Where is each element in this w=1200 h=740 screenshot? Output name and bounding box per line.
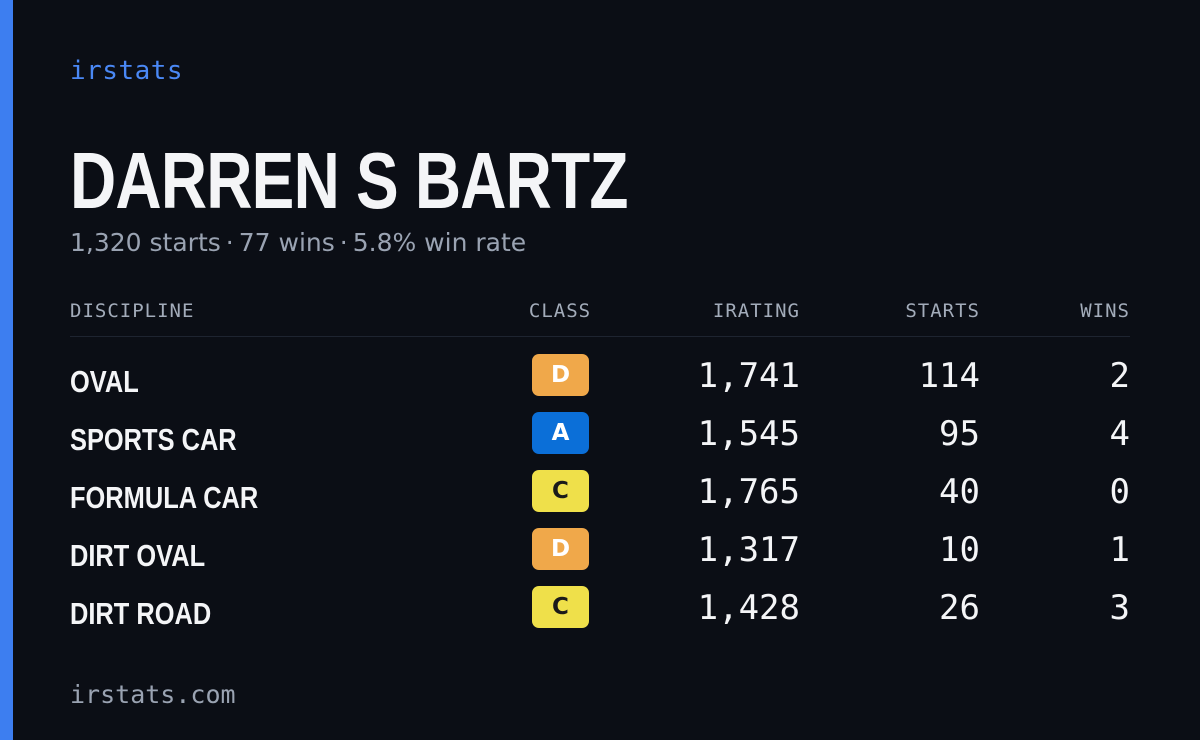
row-wins: 4	[1109, 414, 1130, 454]
class-badge: C	[532, 586, 589, 628]
table-header: DISCIPLINE CLASS IRATING STARTS WINS	[70, 300, 1130, 337]
accent-bar	[0, 0, 13, 740]
separator: ·	[339, 228, 348, 257]
row-irating: 1,428	[697, 588, 800, 628]
header-discipline: DISCIPLINE	[70, 300, 195, 322]
row-wins: 1	[1109, 530, 1130, 570]
row-starts: 95	[939, 414, 980, 454]
win-rate: 5.8% win rate	[352, 228, 527, 257]
row-starts: 26	[939, 588, 980, 628]
row-irating: 1,765	[697, 472, 800, 512]
row-irating: 1,741	[697, 356, 800, 396]
row-wins: 0	[1109, 472, 1130, 512]
row-discipline: OVAL	[70, 364, 139, 399]
row-discipline: DIRT OVAL	[70, 538, 206, 573]
table-row: DIRT ROAD C 1,428 26 3	[70, 586, 1130, 644]
total-starts: 1,320 starts	[70, 228, 221, 257]
table-row: OVAL D 1,741 114 2	[70, 354, 1130, 412]
row-starts: 40	[939, 472, 980, 512]
row-irating: 1,317	[697, 530, 800, 570]
class-badge: A	[532, 412, 589, 454]
total-wins: 77 wins	[238, 228, 335, 257]
header-class: CLASS	[528, 300, 592, 322]
driver-name: DARREN S BARTZ	[70, 136, 628, 225]
header-wins: WINS	[1080, 300, 1130, 322]
row-irating: 1,545	[697, 414, 800, 454]
separator: ·	[225, 228, 234, 257]
table-row: SPORTS CAR A 1,545 95 4	[70, 412, 1130, 470]
footer-url[interactable]: irstats.com	[70, 680, 236, 709]
table-row: FORMULA CAR C 1,765 40 0	[70, 470, 1130, 528]
class-badge: C	[532, 470, 589, 512]
class-badge: D	[532, 354, 589, 396]
row-wins: 2	[1109, 356, 1130, 396]
table-body: OVAL D 1,741 114 2 SPORTS CAR A 1,545 95…	[70, 354, 1130, 644]
header-irating: IRATING	[712, 300, 800, 322]
row-discipline: FORMULA CAR	[70, 480, 259, 515]
row-discipline: DIRT ROAD	[70, 596, 212, 631]
table-row: DIRT OVAL D 1,317 10 1	[70, 528, 1130, 586]
row-starts: 10	[939, 530, 980, 570]
brand-logo[interactable]: irstats	[70, 56, 184, 86]
row-discipline: SPORTS CAR	[70, 422, 237, 457]
driver-summary: 1,320 starts · 77 wins · 5.8% win rate	[70, 228, 526, 257]
header-starts: STARTS	[905, 300, 980, 322]
class-badge: D	[532, 528, 589, 570]
row-wins: 3	[1109, 588, 1130, 628]
stats-table: DISCIPLINE CLASS IRATING STARTS WINS OVA…	[70, 300, 1130, 631]
row-starts: 114	[918, 356, 980, 396]
